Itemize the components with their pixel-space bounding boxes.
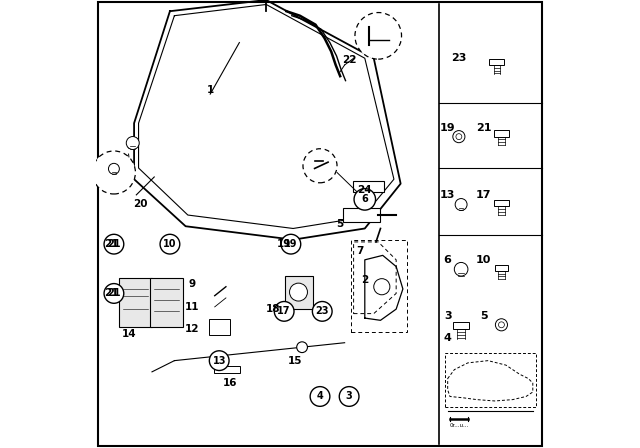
Circle shape [495,319,508,331]
Text: 4: 4 [444,333,452,343]
Text: 22: 22 [342,56,356,65]
FancyBboxPatch shape [150,278,183,327]
Circle shape [104,234,124,254]
Text: 15: 15 [288,356,303,366]
Circle shape [455,198,467,211]
Text: 3: 3 [346,392,353,401]
FancyBboxPatch shape [490,59,504,65]
Circle shape [297,342,307,353]
Text: 3: 3 [444,311,451,321]
Circle shape [92,151,136,194]
Text: 19: 19 [440,123,456,133]
FancyBboxPatch shape [494,200,509,206]
Circle shape [453,131,465,143]
Text: 23: 23 [316,306,329,316]
FancyBboxPatch shape [343,208,380,222]
Text: 13: 13 [440,190,456,200]
Text: 17: 17 [476,190,492,200]
Text: 2: 2 [361,275,369,285]
FancyBboxPatch shape [353,181,383,192]
Circle shape [108,164,120,174]
Text: 6: 6 [444,255,452,265]
Text: 11: 11 [185,302,200,312]
Text: 12: 12 [185,324,200,334]
Circle shape [310,387,330,406]
Text: 21: 21 [107,239,121,249]
FancyBboxPatch shape [495,265,508,271]
Circle shape [339,387,359,406]
Text: 0r...u...: 0r...u... [449,423,468,428]
FancyBboxPatch shape [209,319,230,335]
FancyBboxPatch shape [285,276,313,309]
FancyBboxPatch shape [119,278,152,327]
Text: 16: 16 [223,378,237,388]
Circle shape [160,234,180,254]
FancyBboxPatch shape [494,130,509,137]
Text: 24: 24 [358,185,372,195]
Text: 21: 21 [476,123,492,133]
Text: 18: 18 [266,304,280,314]
Text: 17: 17 [277,306,291,316]
Circle shape [104,284,124,303]
Circle shape [374,279,390,295]
Circle shape [312,302,332,321]
Text: 10: 10 [163,239,177,249]
Text: 13: 13 [212,356,226,366]
Text: 10: 10 [476,255,492,265]
Circle shape [281,234,301,254]
Circle shape [275,302,294,321]
Text: 21: 21 [107,289,121,298]
Text: 19: 19 [284,239,298,249]
FancyBboxPatch shape [453,323,469,329]
Circle shape [209,351,229,370]
Text: 9: 9 [189,280,196,289]
Text: 23: 23 [451,53,467,63]
Text: 21: 21 [104,239,119,249]
Text: 5: 5 [480,311,487,321]
Text: 6: 6 [362,194,368,204]
Text: 5: 5 [337,219,344,229]
FancyBboxPatch shape [214,366,240,373]
Text: 21: 21 [104,289,119,298]
Circle shape [289,283,307,301]
Circle shape [303,149,337,183]
Text: 20: 20 [134,199,148,209]
Text: 7: 7 [356,246,364,256]
Text: 19: 19 [277,239,291,249]
Text: 8: 8 [126,141,133,151]
Text: 1: 1 [207,85,214,95]
Text: 4: 4 [317,392,323,401]
Circle shape [454,263,468,276]
Circle shape [355,13,401,59]
Text: 14: 14 [122,329,137,339]
Circle shape [126,137,140,150]
Circle shape [354,189,376,210]
